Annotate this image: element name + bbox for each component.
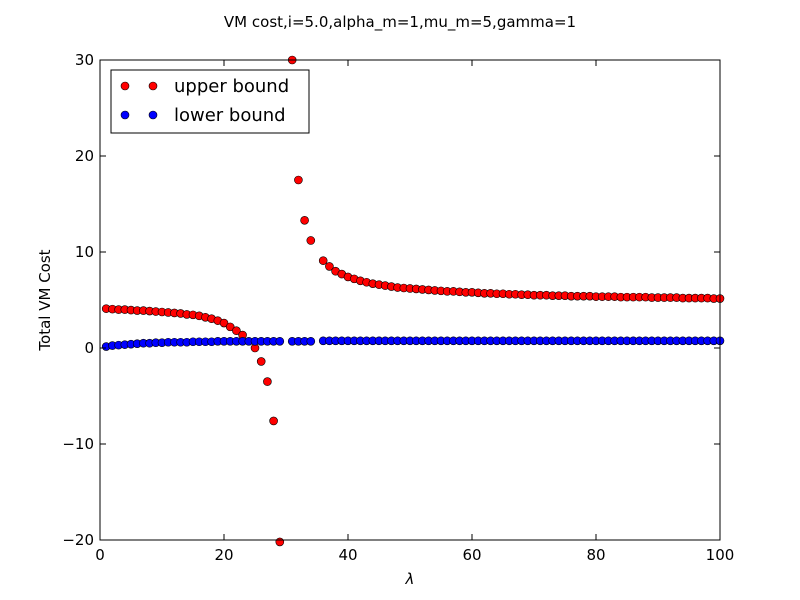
y-tick-label: 0 (84, 339, 94, 357)
x-tick-label: 80 (586, 546, 605, 564)
y-tick-label: −10 (62, 435, 94, 453)
legend-entries: upper bound lower bound (120, 76, 289, 126)
legend-box (110, 69, 310, 134)
legend-label: lower bound (174, 105, 286, 126)
x-tick-label: 100 (706, 546, 735, 564)
x-tick-label: 60 (462, 546, 481, 564)
upper-bound-point (325, 262, 334, 271)
x-tick-label: 0 (95, 546, 105, 564)
x-tick-label: 40 (338, 546, 357, 564)
upper-bound-point (318, 256, 328, 265)
upper-bound-point (219, 318, 229, 328)
ticks-layer: 0 20 40 60 80 100 −20 −10 0 10 20 30 (62, 51, 734, 564)
legend-marker (120, 110, 130, 120)
marks-layer (101, 55, 725, 547)
upper-bound-point (263, 377, 272, 386)
y-tick-label: 30 (75, 51, 94, 69)
y-tick-label: 20 (75, 147, 94, 165)
y-tick-label: 10 (75, 243, 94, 261)
upper-bound-point (300, 216, 309, 225)
upper-bound-point (294, 175, 303, 185)
lower-bound-point (306, 336, 316, 346)
upper-bound-point (232, 326, 241, 336)
y-axis-label: Total VM Cost (36, 249, 54, 351)
upper-bound-point (269, 416, 278, 426)
upper-bound-point (256, 357, 266, 366)
x-axis-label: λ (405, 570, 415, 588)
x-tick-label: 20 (214, 546, 233, 564)
legend-label: upper bound (174, 76, 289, 97)
upper-bound-point (225, 322, 235, 332)
legend-marker (120, 81, 130, 91)
plot-frame (99, 59, 721, 541)
legend-marker (148, 81, 158, 91)
legend-marker (148, 110, 158, 120)
chart-title: VM cost,i=5.0,alpha_m=1,mu_m=5,gamma=1 (224, 13, 576, 32)
legend: upper bound lower bound (110, 69, 310, 134)
lower-bound-point (275, 336, 285, 346)
y-tick-label: −20 (62, 531, 94, 549)
upper-bound-point (275, 537, 285, 547)
upper-bound-point (306, 236, 316, 245)
